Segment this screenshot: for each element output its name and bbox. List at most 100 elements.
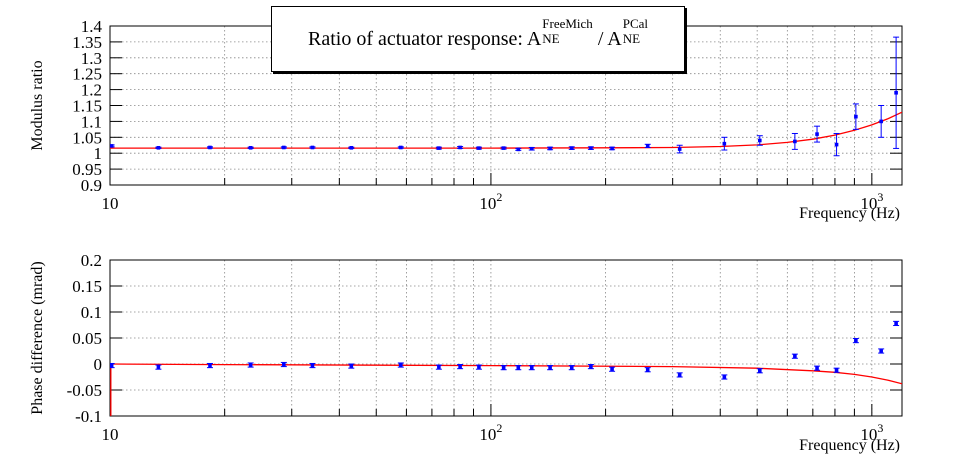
data-point — [528, 365, 535, 371]
point-marker — [589, 364, 593, 369]
data-point — [155, 145, 162, 150]
point-marker — [156, 145, 161, 150]
point-marker — [399, 363, 403, 367]
point-marker — [477, 146, 481, 150]
point-marker — [529, 365, 534, 370]
title-scripts-2: PCal NE — [623, 16, 648, 46]
point-marker — [815, 132, 819, 136]
y-tick-label: 0.9 — [81, 176, 102, 195]
data-point — [587, 146, 594, 150]
x-axis-title: Frequency (Hz) — [799, 205, 900, 222]
data-point — [475, 146, 482, 150]
x-tick-label-exp: 2 — [496, 190, 502, 204]
point-marker — [437, 146, 441, 150]
data-point — [893, 36, 900, 149]
data-point — [309, 145, 316, 150]
y-axis-title: Phase difference (mrad) — [29, 261, 46, 414]
title-scripts-1: FreeMich NE — [542, 16, 593, 46]
data-point — [500, 365, 507, 371]
y-tick-label: 1.4 — [81, 17, 103, 36]
x-tick-label: 102 — [479, 190, 502, 213]
data-point — [515, 365, 522, 371]
point-marker — [477, 365, 481, 369]
point-marker — [722, 375, 727, 379]
data-point — [814, 125, 821, 143]
point-marker — [834, 142, 839, 147]
data-point — [206, 145, 213, 150]
point-marker — [815, 366, 819, 370]
data-point — [397, 362, 404, 368]
data-point — [878, 348, 885, 354]
point-marker — [854, 338, 858, 343]
x-axis-title: Frequency (Hz) — [799, 437, 900, 454]
point-marker — [894, 321, 898, 326]
data-point — [206, 362, 213, 369]
data-point — [247, 145, 254, 150]
point-marker — [156, 365, 161, 369]
data-point — [791, 353, 798, 359]
point-marker — [569, 146, 574, 150]
data-point — [756, 368, 763, 374]
point-marker — [757, 138, 762, 143]
y-tick-label: 1.2 — [81, 81, 102, 100]
point-marker — [282, 145, 286, 150]
point-marker — [645, 144, 650, 148]
point-marker — [310, 363, 315, 368]
y-tick-label: 0.95 — [72, 160, 102, 179]
data-point — [110, 362, 115, 369]
x-tick-label-exp: 2 — [496, 421, 502, 435]
point-marker — [399, 145, 403, 150]
data-point — [475, 364, 482, 370]
title-sup-freemich: FreeMich — [542, 16, 593, 31]
data-point — [609, 366, 616, 372]
point-marker — [548, 365, 552, 370]
point-marker — [349, 145, 354, 150]
data-point — [587, 364, 594, 370]
point-marker — [282, 362, 286, 367]
point-marker — [516, 147, 521, 152]
point-marker — [569, 365, 574, 370]
data-point — [878, 105, 885, 138]
data-point — [833, 132, 840, 157]
point-marker — [208, 145, 212, 150]
point-marker — [834, 368, 839, 373]
x-tick-label-exp: 3 — [877, 190, 883, 204]
data-point — [515, 147, 522, 152]
title-sub-ne-1: NE — [542, 31, 560, 46]
point-marker — [501, 146, 506, 150]
y-axis-title: Modulus ratio — [29, 60, 46, 150]
y-tick-label: 1 — [94, 144, 103, 163]
data-point — [457, 145, 464, 150]
title-prefix: Ratio of actuator response: A — [307, 27, 542, 50]
point-marker — [110, 363, 114, 368]
data-point — [247, 362, 254, 368]
y-tick-label: 0.2 — [81, 251, 102, 270]
point-marker — [793, 139, 797, 144]
data-point — [528, 146, 535, 151]
x-tick-label: 10 — [102, 194, 119, 213]
point-marker — [501, 365, 506, 370]
data-point — [348, 363, 355, 369]
data-point — [110, 144, 115, 148]
title-sup-pcal: PCal — [622, 16, 649, 31]
data-point — [500, 146, 507, 150]
data-point — [814, 365, 821, 371]
y-tick-label: 1.25 — [72, 65, 102, 84]
y-tick-label: 1.35 — [72, 33, 102, 52]
data-layer — [110, 36, 902, 157]
point-marker — [349, 364, 354, 368]
data-point — [676, 144, 683, 154]
data-point — [348, 145, 355, 150]
data-point — [280, 145, 287, 150]
title-mid: / A — [592, 27, 622, 50]
y-tick-label: 0 — [94, 355, 103, 374]
y-tick-label: -0.05 — [67, 381, 102, 400]
data-point — [547, 365, 554, 371]
data-point — [609, 146, 616, 151]
data-point — [644, 143, 651, 148]
x-tick-label: 103 — [860, 421, 883, 444]
data-point — [721, 374, 728, 380]
fit-curve — [110, 111, 902, 149]
point-marker — [516, 365, 521, 370]
point-marker — [458, 364, 462, 369]
